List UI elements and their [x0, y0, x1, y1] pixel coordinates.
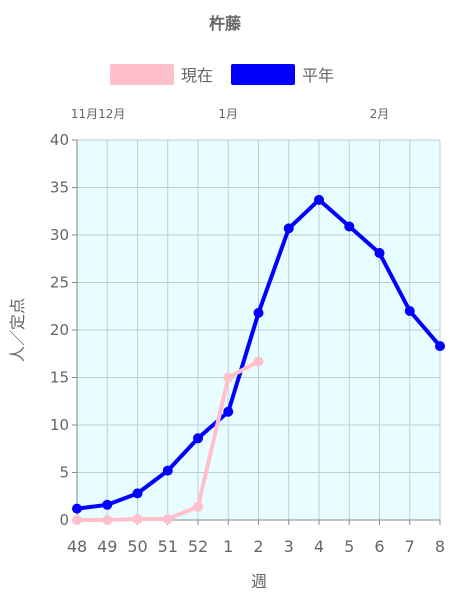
legend-label-current: 現在 — [181, 66, 213, 85]
y-tick-label: 0 — [59, 511, 69, 529]
month-label: 2月 — [370, 107, 390, 121]
x-tick-label: 51 — [158, 537, 178, 556]
y-tick-label: 25 — [50, 274, 69, 292]
month-label: 11月12月 — [71, 107, 126, 121]
data-point-normal — [223, 406, 234, 417]
data-point-normal — [374, 248, 385, 259]
data-point-normal — [102, 499, 113, 510]
data-point-current — [223, 372, 234, 383]
x-tick-label: 8 — [435, 537, 445, 556]
legend-label-normal: 平年 — [302, 66, 334, 85]
y-axis-label: 人／定点 — [8, 298, 27, 362]
data-point-normal — [344, 221, 355, 232]
data-point-normal — [193, 433, 203, 444]
data-point-normal — [404, 306, 415, 316]
legend-item-normal[interactable]: 平年 — [231, 64, 334, 85]
x-tick-label: 52 — [188, 537, 208, 556]
data-point-normal — [435, 341, 445, 352]
x-tick-label: 4 — [314, 537, 324, 556]
data-point-normal — [283, 223, 294, 234]
data-point-current — [72, 515, 82, 525]
x-axis-label: 週 — [251, 572, 267, 591]
x-tick-label: 3 — [284, 537, 294, 556]
x-tick-label: 48 — [67, 537, 87, 556]
x-tick-label: 49 — [97, 537, 117, 556]
y-tick-label: 5 — [59, 464, 69, 482]
month-label: 1月 — [218, 107, 238, 121]
legend-swatch-normal — [231, 64, 295, 85]
y-axis: 0 5 10 15 20 25 30 35 40 — [50, 131, 78, 529]
x-tick-label: 2 — [253, 537, 263, 556]
data-point-normal — [162, 465, 173, 476]
data-point-current — [132, 514, 143, 525]
legend-swatch-current — [110, 64, 174, 85]
x-tick-label: 1 — [223, 537, 233, 556]
y-tick-label: 40 — [50, 131, 69, 149]
data-point-normal — [132, 488, 143, 499]
data-point-normal — [314, 194, 324, 205]
series-layer — [72, 194, 445, 525]
month-axis: 11月12月 1月 2月 — [71, 107, 389, 121]
y-tick-label: 15 — [50, 369, 69, 387]
x-tick-label: 5 — [344, 537, 354, 556]
x-tick-label: 7 — [405, 537, 415, 556]
chart-title: 杵藤 — [209, 14, 242, 33]
x-tick-label: 6 — [374, 537, 384, 556]
data-point-current — [253, 356, 264, 367]
y-tick-label: 35 — [50, 179, 69, 197]
y-tick-label: 30 — [50, 226, 69, 244]
data-point-current — [102, 515, 113, 525]
data-point-current — [193, 501, 203, 512]
legend-item-current[interactable]: 現在 — [110, 64, 213, 85]
data-point-current — [162, 514, 173, 525]
x-tick-label: 50 — [127, 537, 147, 556]
data-point-normal — [253, 307, 264, 318]
y-tick-label: 10 — [50, 416, 69, 434]
legend[interactable]: 現在 平年 — [110, 64, 334, 85]
x-axis: 48 49 50 51 52 1 2 3 4 5 6 7 8 — [67, 519, 445, 556]
y-tick-label: 20 — [50, 321, 69, 339]
data-point-normal — [72, 503, 82, 514]
